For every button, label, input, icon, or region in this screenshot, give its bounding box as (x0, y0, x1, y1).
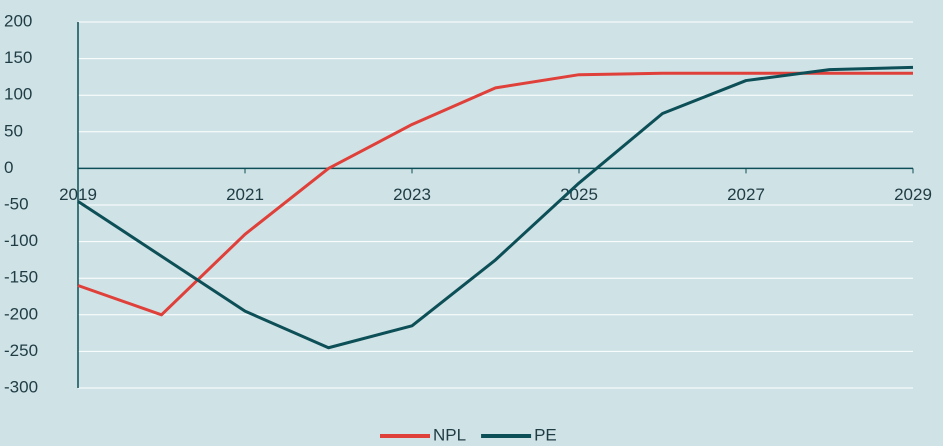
legend-label: NPL (433, 425, 466, 444)
line-series (77, 71, 913, 317)
legend-label: PE (534, 425, 557, 444)
x-tick-label: 2029 (894, 185, 932, 204)
y-tick-label: -150 (4, 268, 38, 287)
y-tick-label: 150 (4, 48, 32, 67)
x-tick-label: 2025 (560, 185, 598, 204)
y-tick-label: 50 (4, 121, 23, 140)
y-tick-label: -200 (4, 304, 38, 323)
y-tick-label: 100 (4, 85, 32, 104)
y-tick-label: -50 (4, 194, 29, 213)
line-series (77, 65, 914, 350)
y-tick-label: -300 (4, 377, 38, 396)
x-tick-label: 2027 (727, 185, 765, 204)
x-tick-label: 2021 (226, 185, 264, 204)
y-tick-label: -100 (4, 231, 38, 250)
y-tick-label: 0 (4, 158, 13, 177)
x-tick-label: 2023 (393, 185, 431, 204)
x-tick-label: 2019 (59, 185, 97, 204)
y-tick-label: 200 (4, 11, 32, 30)
y-tick-label: -250 (4, 341, 38, 360)
